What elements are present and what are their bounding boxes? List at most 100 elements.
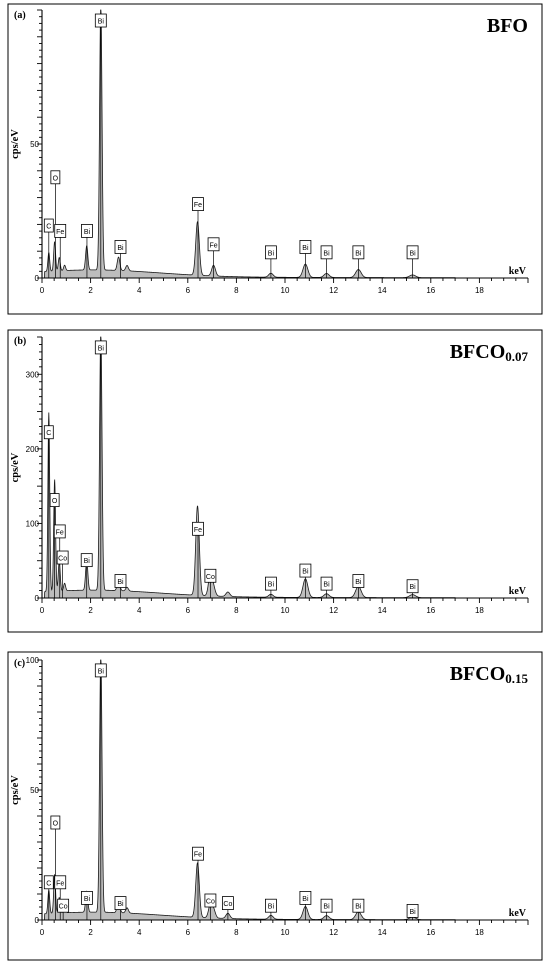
peak-label-box xyxy=(80,553,93,568)
y-axis-label: cps/eV xyxy=(10,129,21,159)
peak-label-box xyxy=(43,425,54,440)
x-tick-label: 18 xyxy=(475,606,484,615)
peak-label-o: O xyxy=(49,493,60,598)
peak-label-text: Fe xyxy=(209,242,217,249)
peak-label-text: Co xyxy=(58,556,67,563)
x-tick-label: 18 xyxy=(475,286,484,295)
peak-label-box xyxy=(54,223,67,238)
peak-label-box xyxy=(50,170,61,185)
peak-label-bi: Bi xyxy=(94,13,107,278)
peak-label-bi: Bi xyxy=(81,891,93,920)
y-tick-label: 0 xyxy=(35,916,40,925)
peak-label-text: Bi xyxy=(84,558,91,565)
x-axis-label: keV xyxy=(509,586,527,597)
peak-label-text: Bi xyxy=(268,904,275,911)
peak-label-box xyxy=(114,574,127,588)
peak-label-bi: Bi xyxy=(320,245,333,278)
peak-label-text: C xyxy=(46,430,51,437)
peak-label-o: O xyxy=(50,815,61,920)
peak-label-box xyxy=(204,893,217,908)
peak-label-box xyxy=(406,904,419,918)
peak-label-text: Bi xyxy=(302,245,309,252)
peak-label-c: C xyxy=(43,425,54,598)
peak-label-text: Bi xyxy=(268,250,275,257)
x-tick-label: 0 xyxy=(40,928,45,937)
peak-label-bi: Bi xyxy=(114,240,127,278)
peak-label-text: Fe xyxy=(194,852,202,859)
x-tick-label: 16 xyxy=(426,286,435,295)
peak-label-text: Bi xyxy=(84,229,91,236)
y-tick-label: 50 xyxy=(30,786,39,795)
peak-label-box xyxy=(204,568,217,583)
y-axis-label: cps/eV xyxy=(10,452,21,482)
peak-label-fe: Fe xyxy=(192,521,204,598)
x-tick-label: 10 xyxy=(281,606,290,615)
panel-title: BFCO0.07 xyxy=(450,341,529,364)
y-tick-label: 200 xyxy=(26,445,40,454)
peak-label-text: Fe xyxy=(194,527,202,534)
x-tick-label: 10 xyxy=(281,928,290,937)
peak-label-box xyxy=(57,898,70,913)
peak-label-co: Co xyxy=(221,896,234,920)
peak-label-text: Bi xyxy=(302,569,309,576)
panel-title-subscript: 0.07 xyxy=(505,349,528,364)
panel-title-subscript: 0.15 xyxy=(505,671,528,686)
peak-label-text: Co xyxy=(206,899,215,906)
peak-label-bi: Bi xyxy=(352,574,365,598)
peak-label-text: Fe xyxy=(56,529,64,536)
chart-panel-3: 0 2 4 6 8 10 12 14 16 18 0 50 100 cps/eV keV (c) BFCO0.1… xyxy=(7,651,543,961)
peak-label-box xyxy=(94,663,107,678)
peak-label-c: C xyxy=(43,875,54,920)
x-tick-label: 8 xyxy=(234,606,239,615)
peak-label-bi: Bi xyxy=(114,574,127,598)
peak-label-box xyxy=(352,898,365,913)
x-tick-label: 8 xyxy=(234,286,239,295)
peak-label-text: Bi xyxy=(302,896,309,903)
peak-label-bi: Bi xyxy=(320,576,333,598)
peak-label-box xyxy=(94,13,107,28)
peak-label-box xyxy=(406,579,419,594)
panel-letter: (b) xyxy=(14,336,26,347)
peak-label-bi: Bi xyxy=(299,240,312,278)
y-tick-label: 100 xyxy=(26,519,40,528)
x-axis-label: keV xyxy=(509,908,527,919)
x-tick-label: 18 xyxy=(475,928,484,937)
x-tick-label: 2 xyxy=(88,928,93,937)
peak-label-box xyxy=(192,197,204,212)
x-tick-label: 6 xyxy=(186,606,191,615)
peak-label-box xyxy=(81,223,93,238)
x-tick-label: 12 xyxy=(329,286,338,295)
peak-label-bi: Bi xyxy=(406,904,419,920)
chart-panel-2: 0 2 4 6 8 10 12 14 16 18 0 100 200 300 cps/eV keV (b) BFC… xyxy=(7,329,543,633)
peak-label-text: O xyxy=(53,821,59,828)
peak-label-co: Co xyxy=(204,568,217,598)
peak-label-box xyxy=(43,875,54,890)
peak-label-box xyxy=(299,891,312,905)
x-tick-label: 0 xyxy=(40,606,45,615)
y-tick-label: 300 xyxy=(26,370,40,379)
panel-letter: (c) xyxy=(14,658,25,669)
peak-label-box xyxy=(49,493,60,508)
peak-label-box xyxy=(320,898,333,913)
peak-label-text: Bi xyxy=(117,901,124,908)
peak-label-box xyxy=(192,846,204,861)
peak-label-co: Co xyxy=(204,893,217,920)
peak-label-box xyxy=(43,218,54,233)
peak-label-text: Co xyxy=(206,574,215,581)
x-tick-label: 14 xyxy=(378,928,387,937)
peak-label-bi: Bi xyxy=(299,891,312,920)
peak-label-c: C xyxy=(43,218,54,278)
peak-label-bi: Bi xyxy=(94,663,107,920)
peak-label-fe: Fe xyxy=(54,223,67,278)
peak-label-box xyxy=(320,576,333,591)
peak-label-text: Bi xyxy=(268,582,275,589)
peak-label-box xyxy=(54,875,67,890)
peak-label-text: C xyxy=(46,224,51,231)
peak-label-bi: Bi xyxy=(265,898,277,920)
peak-label-text: Bi xyxy=(117,579,124,586)
peak-label-text: O xyxy=(53,175,59,182)
peak-label-text: Bi xyxy=(98,19,105,26)
peak-label-text: Co xyxy=(59,904,68,911)
panel-letter: (a) xyxy=(14,10,26,21)
